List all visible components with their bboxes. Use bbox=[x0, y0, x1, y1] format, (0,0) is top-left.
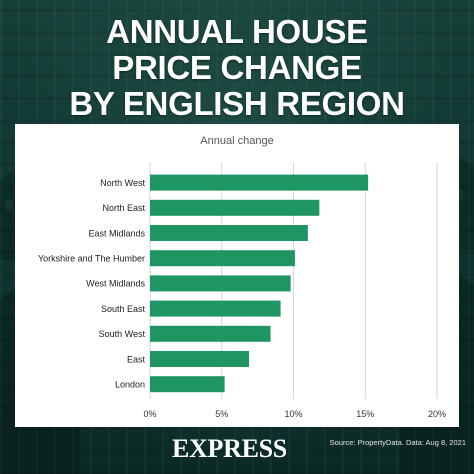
category-label: London bbox=[115, 380, 145, 390]
bar bbox=[150, 376, 225, 393]
category-label: East bbox=[127, 354, 146, 364]
x-tick-label: 20% bbox=[428, 409, 446, 419]
x-tick-label: 5% bbox=[215, 409, 228, 419]
bar-chart: Annual change 0% 5% 10% 15% 20% North West Nort… bbox=[38, 135, 446, 419]
x-tick-label: 10% bbox=[284, 409, 302, 419]
headline: ANNUAL HOUSE PRICE CHANGE BY ENGLISH REG… bbox=[0, 14, 474, 122]
category-label: West Midlands bbox=[86, 279, 145, 289]
category-label: Yorkshire and The Humber bbox=[38, 254, 145, 264]
bar bbox=[150, 300, 281, 317]
bar bbox=[150, 250, 295, 267]
bar bbox=[150, 225, 308, 241]
category-label: North East bbox=[102, 203, 145, 213]
express-logo: EXPRESS bbox=[172, 434, 287, 463]
bar bbox=[150, 351, 250, 367]
headline-line-3: BY ENGLISH REGION bbox=[69, 85, 405, 122]
category-label: East Midlands bbox=[88, 228, 145, 238]
source-note: Source: PropertyData. Data: Aug 8, 2021 bbox=[329, 438, 466, 447]
bar bbox=[150, 199, 320, 216]
category-label: South East bbox=[101, 304, 146, 314]
bar bbox=[150, 174, 369, 191]
category-label: North West bbox=[100, 178, 145, 188]
category-label: South West bbox=[99, 329, 146, 339]
chart-title: Annual change bbox=[200, 135, 273, 147]
x-tick-label: 0% bbox=[143, 409, 156, 419]
x-tick-label: 15% bbox=[356, 409, 374, 419]
headline-line-2: PRICE CHANGE bbox=[112, 49, 362, 86]
bar bbox=[150, 275, 291, 292]
chart-panel: Annual change 0% 5% 10% 15% 20% North West Nort… bbox=[15, 124, 459, 427]
bar bbox=[150, 325, 271, 342]
headline-line-1: ANNUAL HOUSE bbox=[106, 13, 368, 50]
